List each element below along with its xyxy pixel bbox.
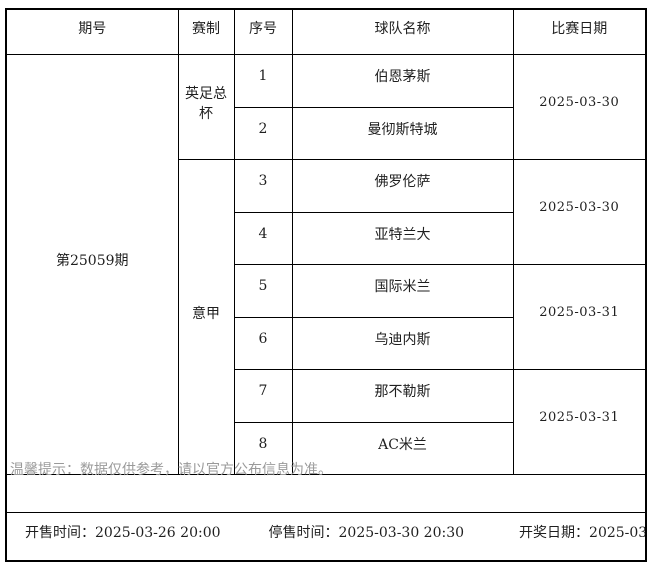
team-cell: 伯恩茅斯 (291, 54, 514, 108)
sale-times-line: 开售时间：2025-03-26 20:00 停售时间：2025-03-30 20… (7, 522, 645, 542)
seq-cell: 5 (233, 264, 293, 318)
header-team: 球队名称 (291, 8, 514, 55)
on-sale-time: 开售时间：2025-03-26 20:00 (25, 525, 221, 541)
spacer-row (5, 474, 647, 513)
page: { "meta": { "colors": { "border": "#0000… (5, 8, 647, 562)
league-cell-facup: 英足总杯 (177, 54, 235, 160)
team-cell: 亚特兰大 (291, 211, 514, 265)
header-period: 期号 (5, 8, 179, 55)
draw-date: 开奖日期：2025-03-31 (519, 525, 645, 541)
seq-cell: 1 (233, 54, 293, 108)
league-cell-seriea: 意甲 (177, 159, 235, 475)
header-date: 比赛日期 (512, 8, 647, 55)
team-cell: 那不勒斯 (291, 369, 514, 423)
header-seq: 序号 (233, 8, 293, 55)
team-cell: 佛罗伦萨 (291, 159, 514, 213)
off-sale-time: 停售时间：2025-03-30 20:30 (268, 525, 465, 541)
seq-cell: 3 (233, 159, 293, 213)
table-row: 2 曼彻斯特城 (6, 106, 646, 160)
seq-cell: 2 (233, 106, 293, 160)
seq-cell: 4 (233, 211, 293, 265)
header-league: 赛制 (177, 8, 235, 55)
date-cell: 2025-03-30 (512, 54, 647, 160)
table-row: 第25059期 英足总杯 1 伯恩茅斯 2025-03-30 (5, 54, 647, 475)
footer-cell: 开售时间：2025-03-26 20:00 停售时间：2025-03-30 20… (5, 512, 647, 562)
date-cell: 2025-03-31 (512, 369, 647, 475)
seq-cell: 7 (233, 369, 293, 423)
team-cell: 曼彻斯特城 (291, 106, 514, 160)
team-cell: 国际米兰 (291, 264, 514, 318)
header-row: 期号 赛制 序号 球队名称 比赛日期 (5, 8, 647, 55)
seq-cell: 6 (233, 316, 293, 370)
clipped-bottom-text: 温馨提示：数据仅供参考，请以官方公布信息为准。 (10, 462, 332, 478)
spacer-cell (5, 474, 647, 513)
date-cell: 2025-03-31 (512, 264, 647, 370)
team-cell: 乌迪内斯 (291, 316, 514, 370)
period-cell: 第25059期 (5, 54, 179, 475)
table-row: 意甲 3 佛罗伦萨 2025-03-30 (6, 159, 647, 475)
date-cell: 2025-03-30 (512, 159, 647, 265)
table-row: 5 国际米兰 2025-03-31 (6, 264, 647, 370)
footer-row: 开售时间：2025-03-26 20:00 停售时间：2025-03-30 20… (5, 512, 647, 562)
